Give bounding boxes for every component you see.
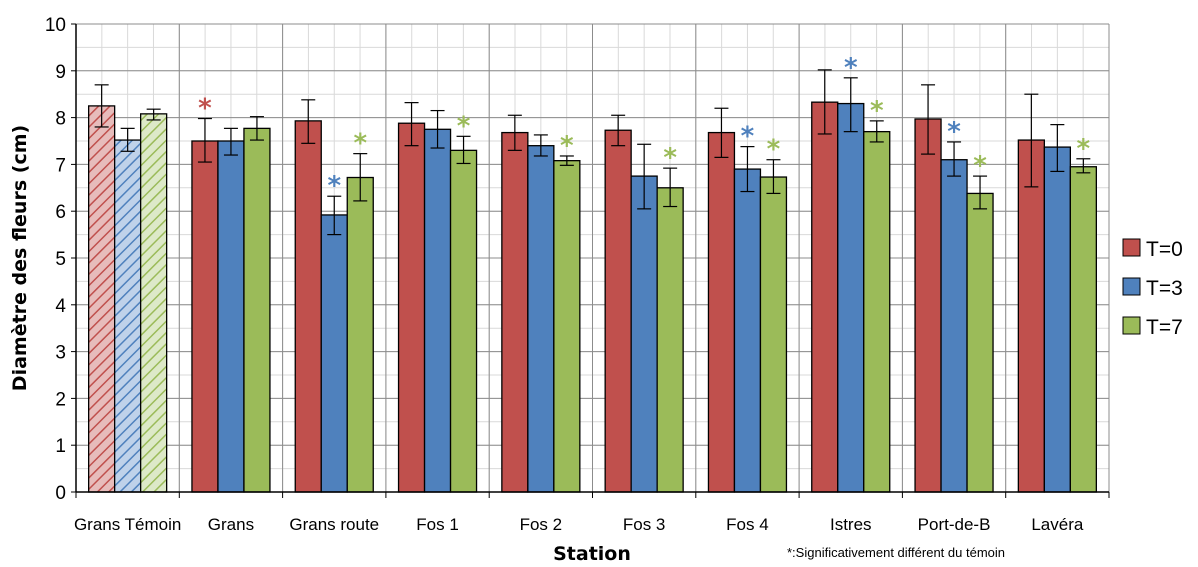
x-category-label: Grans bbox=[208, 515, 254, 534]
bar bbox=[1070, 167, 1096, 492]
significance-star: * bbox=[767, 135, 781, 165]
x-axis-categories: Grans Témoin Grans Grans route Fos 1 Fos 2 Fo… bbox=[74, 515, 1084, 534]
bar bbox=[141, 114, 167, 492]
bar bbox=[399, 123, 425, 492]
legend-label: T=0 bbox=[1146, 238, 1183, 261]
x-category-label: Fos 2 bbox=[520, 515, 563, 534]
bar bbox=[554, 161, 580, 492]
x-category-label: Fos 3 bbox=[623, 515, 666, 534]
y-tick-label: 8 bbox=[55, 109, 66, 130]
bar bbox=[218, 141, 244, 492]
y-tick-label: 6 bbox=[55, 202, 66, 223]
bar bbox=[244, 128, 270, 492]
y-axis-label: Diamètre des fleurs (cm) bbox=[9, 125, 31, 391]
bar bbox=[708, 133, 734, 492]
bar bbox=[295, 121, 321, 492]
legend-label: T=7 bbox=[1146, 316, 1183, 339]
x-category-label: Fos 1 bbox=[416, 515, 459, 534]
bar bbox=[425, 129, 451, 492]
significance-star: * bbox=[353, 129, 367, 159]
significance-star: * bbox=[947, 117, 961, 147]
legend-label: T=3 bbox=[1146, 277, 1183, 300]
bar bbox=[657, 188, 683, 492]
bar bbox=[528, 146, 554, 492]
y-tick-label: 0 bbox=[55, 483, 66, 504]
significance-star: * bbox=[198, 94, 212, 124]
y-axis-ticks: 0 1 2 3 4 5 6 7 8 9 10 bbox=[45, 15, 76, 504]
y-tick-label: 4 bbox=[55, 296, 66, 317]
bar bbox=[115, 140, 141, 492]
x-category-label: Lavéra bbox=[1031, 515, 1084, 534]
bar bbox=[502, 133, 528, 492]
bar bbox=[1018, 140, 1044, 492]
significance-star: * bbox=[663, 143, 677, 173]
y-tick-label: 7 bbox=[55, 155, 66, 176]
bar bbox=[347, 178, 373, 492]
y-tick-label: 1 bbox=[55, 436, 66, 457]
significance-star: * bbox=[741, 122, 755, 152]
bar bbox=[89, 106, 115, 492]
bar bbox=[451, 150, 477, 492]
bar bbox=[192, 141, 218, 492]
x-category-label: Grans Témoin bbox=[74, 515, 181, 534]
bar bbox=[605, 130, 631, 492]
significance-star: * bbox=[844, 53, 858, 83]
y-tick-label: 2 bbox=[55, 389, 66, 410]
y-tick-label: 5 bbox=[55, 249, 66, 270]
significance-star: * bbox=[1077, 134, 1091, 164]
significance-star: * bbox=[870, 96, 884, 126]
bar bbox=[941, 160, 967, 492]
bar bbox=[1044, 147, 1070, 492]
legend-swatch bbox=[1123, 239, 1140, 256]
bar bbox=[321, 215, 347, 492]
y-tick-label: 9 bbox=[55, 62, 66, 83]
x-axis-label: Station bbox=[553, 543, 631, 565]
bar bbox=[760, 177, 786, 492]
bar bbox=[812, 102, 838, 492]
y-tick-label: 10 bbox=[45, 15, 66, 36]
x-category-label: Fos 4 bbox=[726, 515, 769, 534]
bar bbox=[915, 119, 941, 492]
significance-star: * bbox=[973, 151, 987, 181]
bar bbox=[734, 169, 760, 492]
x-category-label: Istres bbox=[830, 515, 872, 534]
bar bbox=[838, 104, 864, 492]
bar bbox=[967, 193, 993, 492]
significance-star: * bbox=[327, 171, 341, 201]
bar bbox=[864, 132, 890, 492]
x-category-label: Grans route bbox=[289, 515, 379, 534]
y-tick-label: 3 bbox=[55, 343, 66, 364]
significance-star: * bbox=[560, 131, 574, 161]
bar bbox=[631, 176, 657, 492]
significance-note: *:Significativement différent du témoin bbox=[787, 545, 1005, 560]
significance-star: * bbox=[457, 111, 471, 141]
legend-swatch bbox=[1123, 278, 1140, 295]
x-category-label: Port-de-B bbox=[918, 515, 991, 534]
legend-swatch bbox=[1123, 317, 1140, 334]
legend: T=0 T=3 T=7 bbox=[1123, 238, 1183, 339]
